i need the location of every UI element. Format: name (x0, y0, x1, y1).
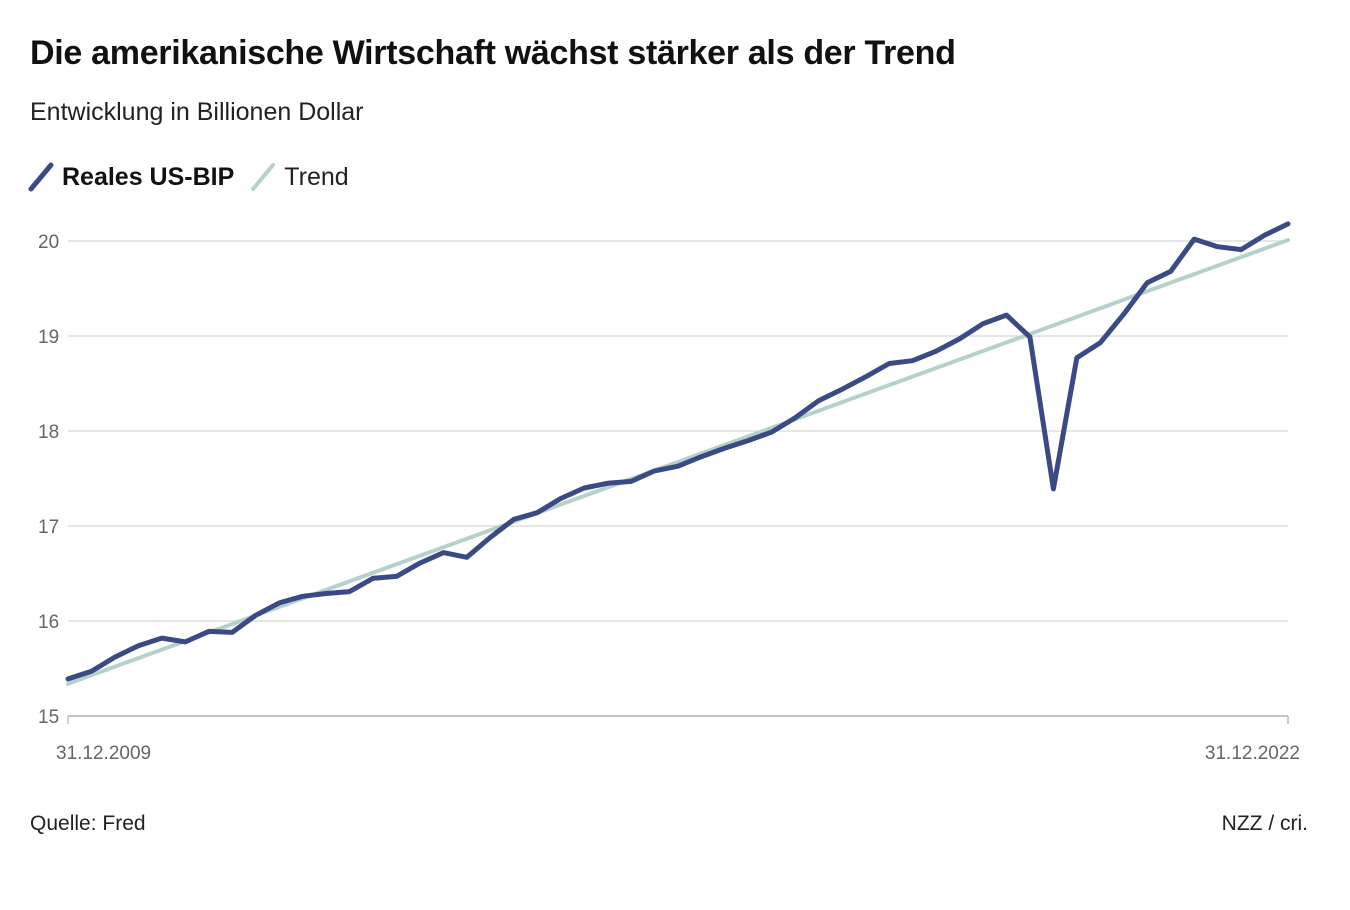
legend: Reales US-BIP Trend (28, 160, 365, 194)
line-chart: 15 16 17 18 19 20 31.12.2009 31.12.2022 (38, 221, 1300, 764)
legend-swatch-trend (251, 163, 276, 191)
y-tick-label: 20 (38, 232, 59, 253)
chart-title: Die amerikanische Wirtschaft wächst stär… (30, 34, 956, 72)
legend-label-trend: Trend (284, 162, 349, 191)
legend-item-trend: Trend (250, 162, 349, 192)
chart-subtitle: Entwicklung in Billionen Dollar (30, 98, 364, 126)
y-tick-label: 19 (38, 327, 59, 348)
y-tick-label: 18 (38, 422, 59, 443)
series-line-gdp (65, 221, 1291, 682)
x-tick-label-start: 31.12.2009 (56, 743, 151, 764)
y-tick-label: 17 (38, 517, 59, 538)
source-note: Quelle: Fred (30, 812, 146, 835)
legend-item-gdp: Reales US-BIP (28, 162, 234, 192)
y-tick-label: 16 (38, 612, 59, 633)
legend-label-gdp: Reales US-BIP (62, 162, 235, 191)
x-tick-label-end: 31.12.2022 (1205, 743, 1300, 764)
legend-swatch-gdp (28, 162, 54, 192)
y-tick-label: 15 (38, 707, 59, 728)
credit-note: NZZ / cri. (1221, 812, 1308, 835)
